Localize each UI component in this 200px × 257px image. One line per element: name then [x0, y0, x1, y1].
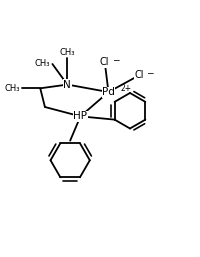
- Text: −: −: [111, 56, 119, 65]
- Text: HP: HP: [73, 111, 87, 121]
- Text: CH₃: CH₃: [34, 59, 49, 68]
- Text: Pd: Pd: [102, 87, 114, 97]
- Text: Cl: Cl: [99, 57, 109, 67]
- Text: N: N: [63, 80, 71, 90]
- Text: −: −: [146, 68, 153, 77]
- Text: 2+: 2+: [120, 84, 131, 93]
- Text: CH₃: CH₃: [59, 49, 75, 58]
- Text: CH₃: CH₃: [4, 84, 20, 93]
- Text: Cl: Cl: [134, 70, 143, 80]
